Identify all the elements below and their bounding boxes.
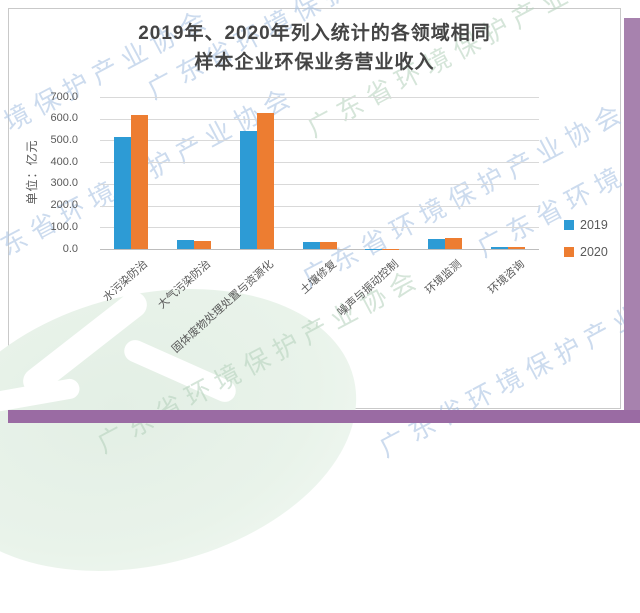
bar-2019-4 (303, 242, 320, 249)
chart-title: 2019年、2020年列入统计的各领域相同 样本企业环保业务营业收入 (8, 19, 621, 77)
right-accent-bar (624, 18, 640, 423)
gridline (100, 97, 539, 98)
bar-2020-6 (445, 238, 462, 249)
y-axis-tick-label: 300.0 (28, 177, 78, 189)
y-axis-tick-label: 400.0 (28, 156, 78, 168)
gridline (100, 249, 539, 250)
bar-2020-4 (320, 242, 337, 249)
bar-2019-6 (428, 239, 445, 249)
bar-2020-7 (508, 247, 525, 249)
gridline (100, 184, 539, 185)
legend-swatch-2020 (564, 247, 574, 257)
gridline (100, 162, 539, 163)
bar-2020-1 (131, 115, 148, 249)
gridline (100, 119, 539, 120)
bar-2019-3 (240, 131, 257, 249)
chart-title-line2: 样本企业环保业务营业收入 (8, 48, 621, 77)
bar-2020-2 (194, 241, 211, 249)
chart-title-line1: 2019年、2020年列入统计的各领域相同 (8, 19, 621, 48)
y-axis-tick-label: 0.0 (28, 243, 78, 255)
bar-2020-3 (257, 113, 274, 249)
gridline (100, 140, 539, 141)
y-axis-tick-label: 500.0 (28, 134, 78, 146)
y-axis-tick-label: 700.0 (28, 91, 78, 103)
bar-2019-2 (177, 240, 194, 249)
gridline (100, 206, 539, 207)
bottom-accent-bar (8, 410, 640, 423)
y-axis-tick-label: 600.0 (28, 112, 78, 124)
legend-label-2019: 2019 (580, 218, 608, 232)
legend-swatch-2019 (564, 220, 574, 230)
y-axis-tick-label: 200.0 (28, 199, 78, 211)
legend-label-2020: 2020 (580, 245, 608, 259)
bar-2019-1 (114, 137, 131, 249)
y-axis-tick-label: 100.0 (28, 221, 78, 233)
bar-2019-7 (491, 247, 508, 249)
legend-item-2020: 2020 (564, 245, 608, 259)
gridline (100, 227, 539, 228)
legend-item-2019: 2019 (564, 218, 608, 232)
